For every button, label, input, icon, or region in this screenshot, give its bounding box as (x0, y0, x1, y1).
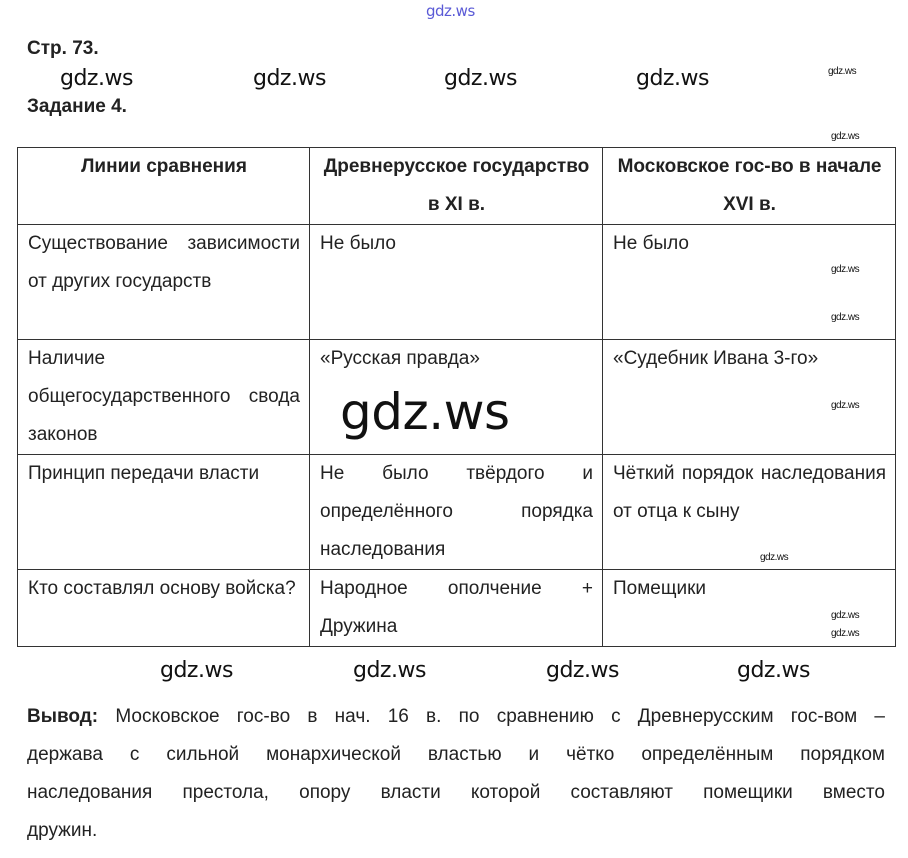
table-cell: Существование зависимости от других госу… (17, 224, 310, 340)
table-row: Принцип передачи власти Не было твёрдого… (17, 454, 896, 570)
watermark: gdz.ws (340, 383, 510, 441)
watermark: gdz.ws (444, 66, 517, 91)
column-header: Московское гос-во в начале XVI в. (602, 147, 896, 225)
watermark: gdz.ws (253, 66, 326, 91)
watermark: gdz.ws (831, 610, 860, 621)
conclusion-text: наследования престола, опору власти кото… (27, 782, 885, 803)
table-cell: Принцип передачи власти (17, 454, 310, 570)
table-cell: «Русская правда» (309, 339, 603, 455)
watermark: gdz.ws (760, 552, 789, 563)
table-cell: Народное ополчение + Дружина (309, 569, 603, 647)
table-cell: Чёткий порядок наследования от отца к сы… (602, 454, 896, 570)
table-cell: «Судебник Ивана 3-го» (602, 339, 896, 455)
watermark: gdz.ws (828, 66, 857, 77)
watermark: gdz.ws (636, 66, 709, 91)
table-row: Наличие общегосударственного свода закон… (17, 339, 896, 455)
watermark: gdz.ws (60, 66, 133, 91)
column-header: Древнерусское государство в XI в. (309, 147, 603, 225)
watermark: gdz.ws (426, 2, 475, 20)
table-cell: Наличие общегосударственного свода закон… (17, 339, 310, 455)
table-header-row: Линии сравнения Древнерусское государств… (17, 147, 896, 225)
watermark: gdz.ws (353, 658, 426, 683)
task-title: Задание 4. (27, 96, 127, 117)
table-row: Существование зависимости от других госу… (17, 224, 896, 340)
watermark: gdz.ws (546, 658, 619, 683)
watermark: gdz.ws (831, 312, 860, 323)
table-cell: Не было (602, 224, 896, 340)
page-reference: Стр. 73. (27, 38, 99, 59)
table-cell: Помещики (602, 569, 896, 647)
conclusion: Вывод: Московское гос-во в нач. 16 в. по… (27, 698, 885, 850)
watermark: gdz.ws (831, 131, 860, 142)
watermark: gdz.ws (831, 628, 860, 639)
conclusion-text: дружин. (27, 820, 98, 841)
watermark: gdz.ws (831, 264, 860, 275)
table-cell: Не было твёрдого и определённого порядка… (309, 454, 603, 570)
table-cell: Не было (309, 224, 603, 340)
comparison-table: Линии сравнения Древнерусское государств… (17, 147, 896, 647)
watermark: gdz.ws (831, 400, 860, 411)
column-header: Линии сравнения (17, 147, 310, 225)
table-row: Кто составлял основу войска? Народное оп… (17, 569, 896, 647)
watermark: gdz.ws (160, 658, 233, 683)
watermark: gdz.ws (737, 658, 810, 683)
table-cell: Кто составлял основу войска? (17, 569, 310, 647)
conclusion-text: держава с сильной монархической властью … (27, 744, 885, 765)
conclusion-label: Вывод: (27, 706, 99, 727)
conclusion-text: Московское гос-во в нач. 16 в. по сравне… (115, 706, 885, 727)
